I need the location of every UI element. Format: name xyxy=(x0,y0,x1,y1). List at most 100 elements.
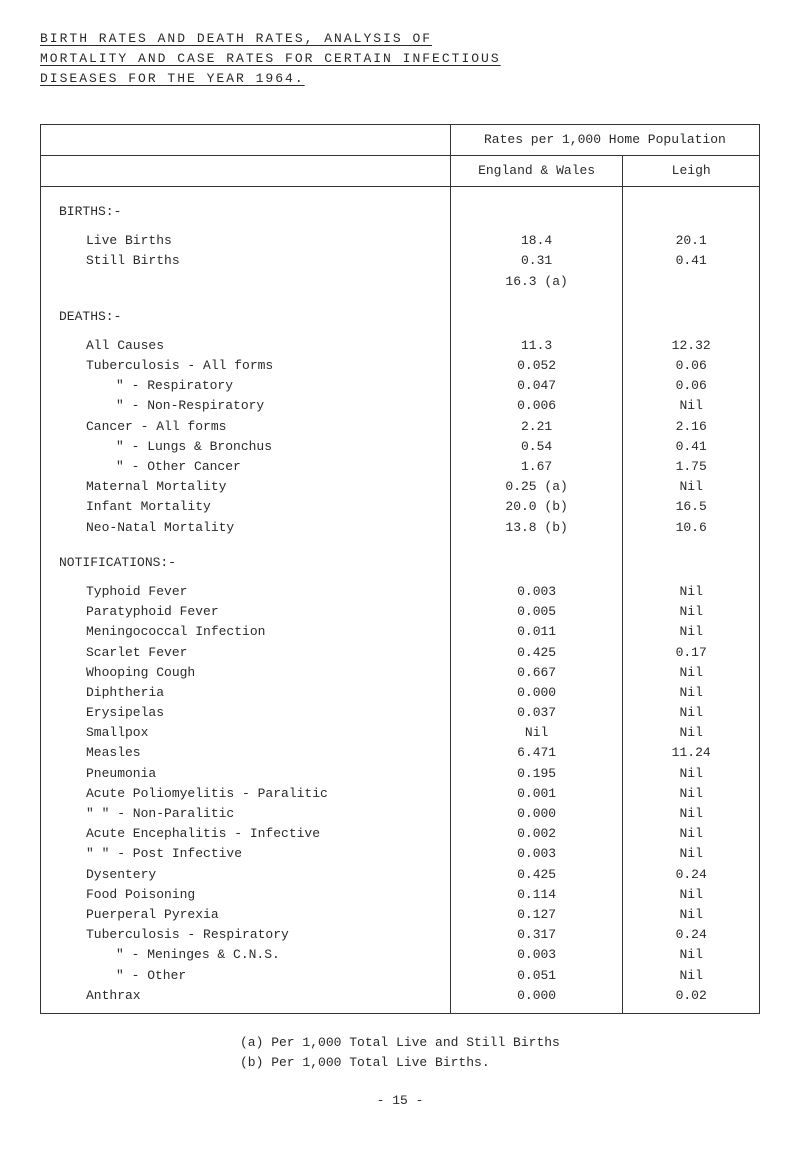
footnotes: (a) Per 1,000 Total Live and Still Birth… xyxy=(240,1034,760,1072)
title-line-3: DISEASES FOR THE YEAR 1964. xyxy=(40,70,760,88)
row-label: Food Poisoning xyxy=(41,885,451,905)
row-eng: 0.31 xyxy=(450,251,623,271)
row-label: Whooping Cough xyxy=(41,663,451,683)
row-label: Tuberculosis - All forms xyxy=(41,356,451,376)
row-leigh: 12.32 xyxy=(623,336,760,356)
section-deaths: DEATHS:- xyxy=(41,292,451,336)
row-label: " - Other Cancer xyxy=(41,457,451,477)
row-leigh: Nil xyxy=(623,804,760,824)
row-eng: 0.667 xyxy=(450,663,623,683)
row-eng: 0.052 xyxy=(450,356,623,376)
row-leigh: 0.41 xyxy=(623,437,760,457)
row-label: Live Births xyxy=(41,231,451,251)
title-line-2: MORTALITY AND CASE RATES FOR CERTAIN INF… xyxy=(40,50,760,68)
row-eng: 0.425 xyxy=(450,643,623,663)
footnote-a: (a) Per 1,000 Total Live and Still Birth… xyxy=(240,1034,760,1052)
row-label: Maternal Mortality xyxy=(41,477,451,497)
row-eng: 1.67 xyxy=(450,457,623,477)
row-eng: 11.3 xyxy=(450,336,623,356)
row-leigh: 10.6 xyxy=(623,518,760,538)
section-notifications: NOTIFICATIONS:- xyxy=(41,538,451,582)
row-leigh: Nil xyxy=(623,396,760,416)
row-leigh: 0.17 xyxy=(623,643,760,663)
row-label: Paratyphoid Fever xyxy=(41,602,451,622)
row-leigh xyxy=(623,272,760,292)
row-label: Scarlet Fever xyxy=(41,643,451,663)
row-label: " - Non-Respiratory xyxy=(41,396,451,416)
row-label: Infant Mortality xyxy=(41,497,451,517)
row-eng: 13.8 (b) xyxy=(450,518,623,538)
row-eng: Nil xyxy=(450,723,623,743)
row-label xyxy=(41,272,451,292)
row-label: " " - Post Infective xyxy=(41,844,451,864)
rates-table: Rates per 1,000 Home Population England … xyxy=(40,124,760,1014)
row-eng: 0.006 xyxy=(450,396,623,416)
row-label: " - Respiratory xyxy=(41,376,451,396)
footnote-b: (b) Per 1,000 Total Live Births. xyxy=(240,1054,760,1072)
row-label: " - Meninges & C.N.S. xyxy=(41,945,451,965)
title-block: BIRTH RATES AND DEATH RATES, ANALYSIS OF… xyxy=(40,30,760,89)
row-leigh: Nil xyxy=(623,683,760,703)
row-eng: 0.005 xyxy=(450,602,623,622)
row-leigh: Nil xyxy=(623,723,760,743)
row-leigh: 0.02 xyxy=(623,986,760,1014)
row-eng: 0.003 xyxy=(450,844,623,864)
row-label: Anthrax xyxy=(41,986,451,1014)
row-leigh: 1.75 xyxy=(623,457,760,477)
row-label: Neo-Natal Mortality xyxy=(41,518,451,538)
row-leigh: Nil xyxy=(623,945,760,965)
row-label: Acute Encephalitis - Infective xyxy=(41,824,451,844)
row-leigh: Nil xyxy=(623,582,760,602)
row-leigh: 20.1 xyxy=(623,231,760,251)
row-eng: 0.011 xyxy=(450,622,623,642)
row-label: Still Births xyxy=(41,251,451,271)
row-leigh: 2.16 xyxy=(623,417,760,437)
row-label: Meningococcal Infection xyxy=(41,622,451,642)
row-leigh: 16.5 xyxy=(623,497,760,517)
row-eng: 0.047 xyxy=(450,376,623,396)
row-label: Cancer - All forms xyxy=(41,417,451,437)
row-eng: 20.0 (b) xyxy=(450,497,623,517)
title-line-1: BIRTH RATES AND DEATH RATES, ANALYSIS OF xyxy=(40,30,760,48)
row-eng: 0.25 (a) xyxy=(450,477,623,497)
row-leigh: Nil xyxy=(623,824,760,844)
row-eng: 0.037 xyxy=(450,703,623,723)
row-leigh: Nil xyxy=(623,885,760,905)
row-eng: 0.051 xyxy=(450,966,623,986)
row-eng: 0.000 xyxy=(450,683,623,703)
row-label: Smallpox xyxy=(41,723,451,743)
row-eng: 0.003 xyxy=(450,582,623,602)
row-leigh: Nil xyxy=(623,477,760,497)
row-label: " - Lungs & Bronchus xyxy=(41,437,451,457)
row-leigh: Nil xyxy=(623,622,760,642)
row-eng: 0.001 xyxy=(450,784,623,804)
row-eng: 16.3 (a) xyxy=(450,272,623,292)
row-leigh: 0.06 xyxy=(623,376,760,396)
row-leigh: 0.41 xyxy=(623,251,760,271)
row-eng: 18.4 xyxy=(450,231,623,251)
row-eng: 0.425 xyxy=(450,865,623,885)
row-label: Acute Poliomyelitis - Paralitic xyxy=(41,784,451,804)
row-label: " - Other xyxy=(41,966,451,986)
section-births: BIRTHS:- xyxy=(41,186,451,231)
header-england: England & Wales xyxy=(450,155,623,186)
row-eng: 0.54 xyxy=(450,437,623,457)
row-label: Measles xyxy=(41,743,451,763)
row-eng: 0.114 xyxy=(450,885,623,905)
row-eng: 0.000 xyxy=(450,804,623,824)
row-leigh: Nil xyxy=(623,764,760,784)
row-eng: 0.317 xyxy=(450,925,623,945)
row-eng: 0.002 xyxy=(450,824,623,844)
row-label: Tuberculosis - Respiratory xyxy=(41,925,451,945)
row-label: Diphtheria xyxy=(41,683,451,703)
row-label: Dysentery xyxy=(41,865,451,885)
row-eng: 0.127 xyxy=(450,905,623,925)
row-eng: 6.471 xyxy=(450,743,623,763)
row-leigh: Nil xyxy=(623,966,760,986)
row-leigh: 0.06 xyxy=(623,356,760,376)
row-label: All Causes xyxy=(41,336,451,356)
row-leigh: Nil xyxy=(623,602,760,622)
row-leigh: Nil xyxy=(623,844,760,864)
row-eng: 0.195 xyxy=(450,764,623,784)
row-label: Puerperal Pyrexia xyxy=(41,905,451,925)
